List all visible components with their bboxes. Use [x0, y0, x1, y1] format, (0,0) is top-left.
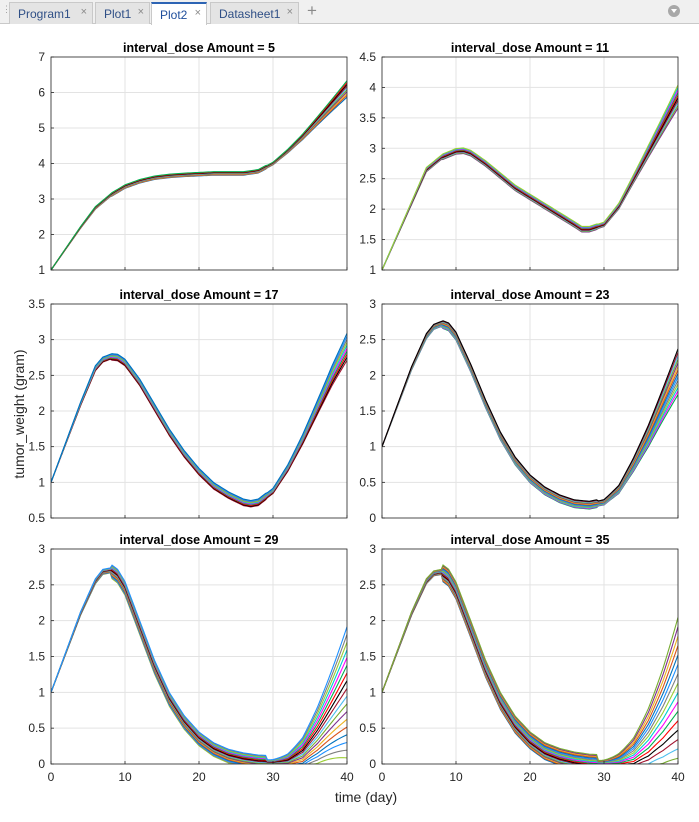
y-tick-label: 4	[38, 157, 45, 171]
series-group	[382, 84, 678, 270]
chart-panel: 0 0.5 1 1.5 2 2.5 3 interval_dose Amount = 23	[359, 288, 679, 525]
y-tick-label: 0	[369, 511, 376, 525]
y-tick-label: 1	[38, 475, 45, 489]
chart-panel: 0.5 1 1.5 2 2.5 3 3.5 interval_dose Amount = 17	[28, 288, 348, 525]
tab-label: Plot2	[160, 7, 188, 22]
series-line	[51, 80, 347, 270]
x-tick-label: 20	[523, 770, 537, 784]
series-group	[51, 564, 347, 764]
y-tick-label: 4	[369, 80, 376, 94]
tab-bar: ⋮ Program1 × Plot1 × Plot2 × Datasheet1 …	[0, 0, 699, 25]
series-group	[51, 333, 347, 508]
y-tick-label: 2	[38, 228, 45, 242]
x-tick-label: 40	[340, 770, 354, 784]
y-tick-label: 0	[38, 757, 45, 771]
tab-datasheet1[interactable]: Datasheet1 ×	[210, 2, 299, 24]
tab-program1[interactable]: Program1 ×	[9, 2, 93, 24]
x-tick-label: 20	[192, 770, 206, 784]
x-tick-label: 40	[671, 770, 685, 784]
x-tick-label: 30	[266, 770, 280, 784]
y-tick-label: 7	[38, 50, 45, 64]
y-tick-label: 3	[369, 297, 376, 311]
y-tick-label: 1	[369, 685, 376, 699]
chart-title: interval_dose Amount = 5	[123, 41, 275, 55]
y-tick-label: 3	[369, 542, 376, 556]
chart-title: interval_dose Amount = 23	[451, 288, 610, 302]
drag-grip-icon[interactable]: ⋮	[2, 4, 11, 14]
y-tick-label: 2.5	[28, 578, 45, 592]
x-tick-label: 10	[449, 770, 463, 784]
y-tick-label: 2	[369, 614, 376, 628]
y-tick-label: 2.5	[28, 368, 45, 382]
close-icon[interactable]: ×	[194, 7, 201, 19]
tab-label: Plot1	[104, 6, 132, 21]
y-tick-label: 3	[38, 333, 45, 347]
chart-panel: 1 1.5 2 2.5 3 3.5 4 4.5 interval_dose Amount = 1…	[359, 41, 679, 277]
close-icon[interactable]: ×	[80, 6, 87, 18]
y-tick-label: 0.5	[359, 721, 376, 735]
series-line	[382, 320, 678, 502]
y-tick-label: 3	[369, 141, 376, 155]
series-line	[51, 564, 347, 761]
y-tick-label: 3	[38, 542, 45, 556]
chart-panel: 1 2 3 4 5 6 7 interval_dose Amount = 5	[38, 41, 348, 277]
y-tick-label: 4.5	[359, 50, 376, 64]
chart-title: interval_dose Amount = 17	[120, 288, 279, 302]
close-icon[interactable]: ×	[286, 6, 293, 18]
y-tick-label: 1	[369, 263, 376, 277]
y-tick-label: 0.5	[359, 475, 376, 489]
x-tick-label: 30	[597, 770, 611, 784]
y-tick-label: 0	[369, 757, 376, 771]
y-tick-label: 3.5	[28, 297, 45, 311]
series-line	[382, 564, 678, 762]
y-tick-label: 0.5	[28, 511, 45, 525]
chart-title: interval_dose Amount = 11	[451, 41, 609, 55]
y-tick-label: 6	[38, 86, 45, 100]
close-icon[interactable]: ×	[137, 6, 144, 18]
series-group	[51, 80, 347, 270]
figure: time (day) tumor_weight (gram) 1 2 3 4 5 6 7 in…	[0, 24, 699, 817]
series-group	[382, 320, 678, 510]
y-tick-label: 1.5	[28, 440, 45, 454]
tab-menu-chevron-icon[interactable]	[668, 5, 680, 17]
series-line	[382, 84, 678, 270]
y-tick-label: 3	[38, 192, 45, 206]
tab-plot2[interactable]: Plot2 ×	[151, 2, 207, 25]
y-tick-label: 1	[38, 263, 45, 277]
y-tick-label: 2.5	[359, 172, 376, 186]
series-group	[382, 564, 678, 764]
y-tick-label: 1.5	[359, 650, 376, 664]
y-tick-label: 2.5	[359, 333, 376, 347]
y-tick-label: 1	[369, 440, 376, 454]
y-tick-label: 1.5	[359, 233, 376, 247]
y-tick-label: 5	[38, 121, 45, 135]
add-tab-icon[interactable]: +	[307, 1, 317, 20]
y-tick-label: 2	[369, 368, 376, 382]
tab-plot1[interactable]: Plot1 ×	[95, 2, 150, 24]
x-axis-label: time (day)	[335, 789, 397, 805]
y-tick-label: 2	[38, 614, 45, 628]
y-tick-label: 3.5	[359, 111, 376, 125]
y-tick-label: 0.5	[28, 721, 45, 735]
x-tick-label: 0	[379, 770, 386, 784]
x-tick-label: 10	[118, 770, 132, 784]
tab-label: Program1	[18, 6, 71, 21]
tab-label: Datasheet1	[219, 6, 281, 21]
y-tick-label: 2.5	[359, 578, 376, 592]
series-line	[51, 333, 347, 502]
y-tick-label: 2	[369, 202, 376, 216]
y-tick-label: 1.5	[28, 650, 45, 664]
y-axis-label: tumor_weight (gram)	[11, 349, 27, 478]
chart-title: interval_dose Amount = 35	[451, 533, 610, 547]
chart-title: interval_dose Amount = 29	[120, 533, 279, 547]
y-tick-label: 1	[38, 685, 45, 699]
figure-canvas: time (day) tumor_weight (gram) 1 2 3 4 5 6 7 in…	[11, 41, 685, 805]
y-tick-label: 1.5	[359, 404, 376, 418]
y-tick-label: 2	[38, 404, 45, 418]
x-tick-label: 0	[48, 770, 55, 784]
